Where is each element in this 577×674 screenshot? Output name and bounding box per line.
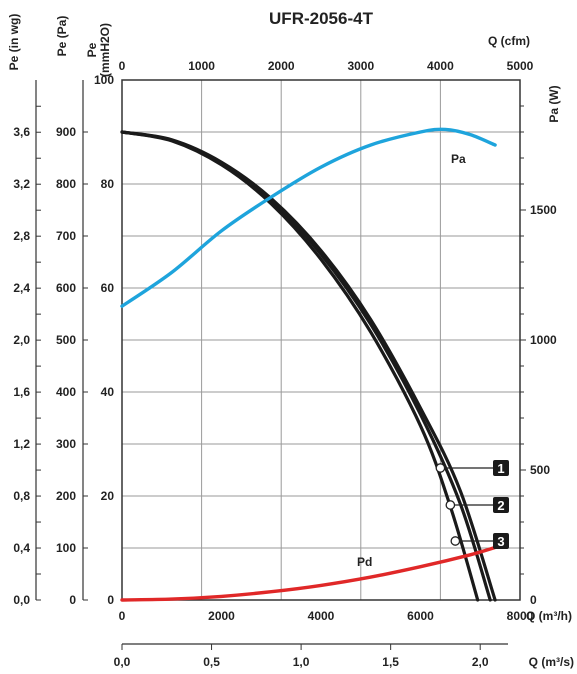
y-pa-tick-label: 400 [56,385,76,399]
chart-title: UFR-2056-4T [269,9,374,28]
x-m3h-tick-label: 0 [119,609,126,623]
series-label-pd: Pd [357,555,372,569]
y-pa-tick-label: 0 [69,593,76,607]
y-inwg-tick-label: 0,0 [13,593,30,607]
curve-pa [120,127,497,308]
x-cfm-tick-label: 1000 [188,59,215,73]
series-label-pa: Pa [451,152,466,166]
x-m3s-tick-label: 1,5 [382,655,399,669]
y-power-axis-label: Pa (W) [547,85,561,122]
marker-point [435,463,446,473]
markers-group: 1 2 3 [435,460,509,549]
y-mmH2O-axis-label: (mmH2O) [98,23,112,77]
x-cfm-tick-label: 4000 [427,59,454,73]
y-mmH2O-tick-label: 40 [101,385,115,399]
y-pa-tick-label: 700 [56,229,76,243]
y-inwg-axis-label: Pe (in wg) [7,14,21,71]
y-pa-tick-label: 300 [56,437,76,451]
y-mmH2O-tick-label: 60 [101,281,115,295]
x-m3h-tick-label: 2000 [208,609,235,623]
y-mmH2O-tick-label: 100 [94,73,114,87]
y-pa-tick-label: 600 [56,281,76,295]
y-inwg-tick-label: 2,4 [13,281,30,295]
x-m3s-tick-label: 2,0 [472,655,489,669]
curve-2 [120,130,492,602]
y-power-tick-label: 500 [530,463,550,477]
y-pa-tick-label: 100 [56,541,76,555]
y-inwg-tick-label: 3,2 [13,177,30,191]
y-inwg-tick-label: 2,8 [13,229,30,243]
y-inwg-tick-label: 0,4 [13,541,30,555]
y-inwg-tick-label: 1,2 [13,437,30,451]
x-m3s-tick-label: 1,0 [293,655,310,669]
curve-3 [120,130,480,602]
y-pa-tick-label: 200 [56,489,76,503]
curves-group: Pa Pd [120,127,502,602]
y-mmH2O-axis-label: Pe [85,42,99,57]
y-mmH2O-tick-label: 0 [107,593,114,607]
x-m3h-tick-label: 4000 [308,609,335,623]
x-cfm-tick-label: 3000 [347,59,374,73]
marker-badge-label: 1 [497,461,504,476]
marker-badge-label: 3 [497,534,504,549]
x-cfm-tick-label: 2000 [268,59,295,73]
y-power-tick-label: 1500 [530,203,557,217]
y-inwg-tick-label: 3,6 [13,125,30,139]
curve-pd [120,544,502,602]
y-mmH2O-tick-label: 20 [101,489,115,503]
y-pa-tick-label: 500 [56,333,76,347]
curve-1 [120,130,497,602]
x-cfm-tick-label: 5000 [507,59,534,73]
y-power-tick-label: 1000 [530,333,557,347]
x-m3s-axis-label: Q (m³/s) [529,655,574,669]
x-m3h-tick-label: 8000 [507,609,534,623]
x-cfm-axis-label: Q (cfm) [488,34,530,48]
y-inwg-tick-label: 1,6 [13,385,30,399]
y-inwg-tick-label: 0,8 [13,489,30,503]
y-power-tick-label: 0 [530,593,537,607]
marker-badge [493,533,509,549]
marker-badge-label: 2 [497,498,504,513]
y-pa-tick-label: 800 [56,177,76,191]
marker-point [445,500,456,510]
marker-badge [493,460,509,476]
y-pa-axis-label: Pe (Pa) [55,16,69,57]
y-pa-tick-label: 900 [56,125,76,139]
x-m3s-tick-label: 0,0 [114,655,131,669]
y-mmH2O-tick-label: 80 [101,177,115,191]
x-m3h-axis-label: Q (m³/h) [526,609,572,623]
x-m3h-tick-label: 6000 [407,609,434,623]
x-cfm-tick-label: 0 [119,59,126,73]
x-m3s-tick-label: 0,5 [203,655,220,669]
marker-badge [493,497,509,513]
y-inwg-tick-label: 2,0 [13,333,30,347]
marker-point [450,536,461,546]
